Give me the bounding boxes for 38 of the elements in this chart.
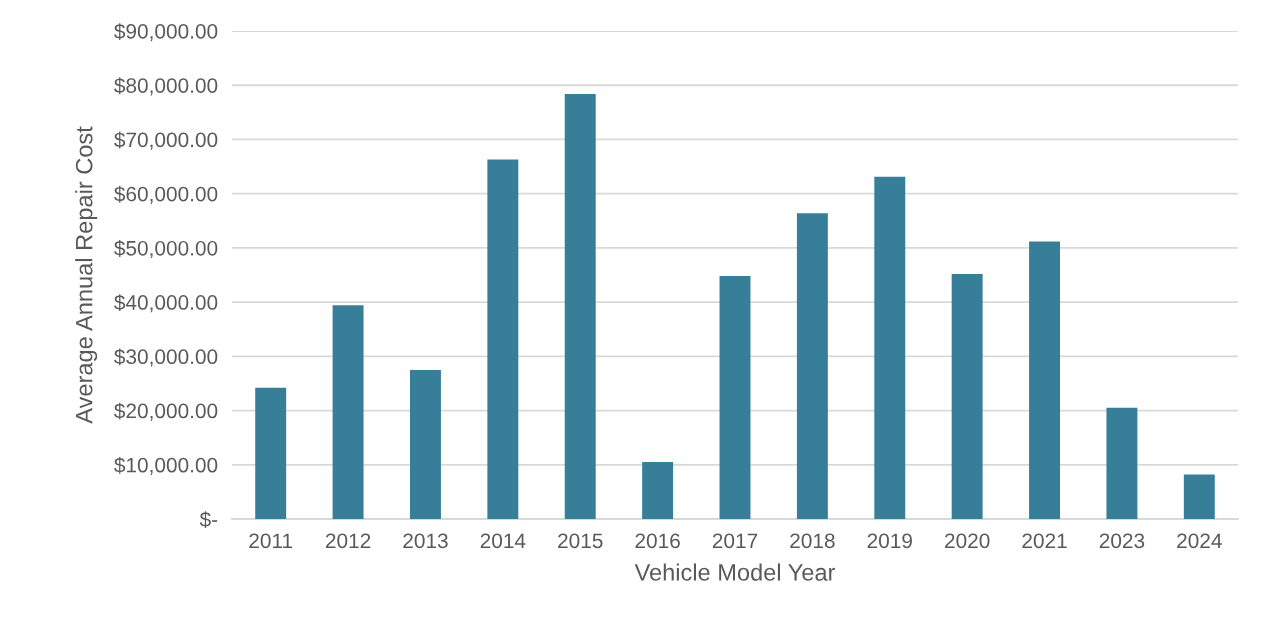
x-tick-label: 2024 [1177, 533, 1222, 549]
x-tick-label: 2016 [635, 533, 680, 549]
y-tick-label: $30,000.00 [114, 348, 218, 367]
x-tick-label: 2023 [1099, 533, 1145, 549]
bar [332, 305, 364, 519]
bar [1029, 241, 1061, 519]
bar [796, 213, 828, 519]
y-tick-label: $60,000.00 [114, 185, 218, 204]
y-tick-label: $70,000.00 [114, 131, 218, 150]
y-tick-label: $80,000.00 [114, 77, 218, 96]
x-tick-label: 2020 [945, 533, 990, 549]
bar [255, 387, 287, 519]
bar [1183, 474, 1215, 519]
y-tick-label: $20,000.00 [114, 402, 218, 421]
x-tick-label: 2012 [325, 533, 371, 549]
bar [719, 276, 751, 519]
x-tick-label: 2014 [480, 533, 526, 549]
bar [409, 369, 441, 519]
bar [642, 462, 674, 519]
x-tick-label: 2015 [558, 533, 603, 549]
x-tick-label: 2018 [790, 533, 835, 549]
y-tick-label: $90,000.00 [114, 23, 218, 42]
bar [874, 176, 906, 519]
x-tick-label: 2017 [712, 533, 758, 549]
bar [1106, 407, 1138, 519]
x-tick-label: 2013 [403, 533, 448, 549]
x-tick-label: 2021 [1022, 533, 1067, 549]
y-tick-label: $10,000.00 [114, 456, 218, 475]
bar [951, 273, 983, 519]
y-tick-label: $50,000.00 [114, 240, 218, 259]
bar [487, 159, 519, 519]
x-tick-label: 2011 [249, 533, 293, 549]
y-tick-label: $- [199, 511, 218, 528]
x-axis-title: Vehicle Model Year [634, 563, 836, 581]
y-tick-label: $40,000.00 [114, 294, 218, 313]
x-tick-label: 2019 [867, 533, 912, 549]
bar [564, 93, 596, 519]
y-axis-title: Average Annual Repair Cost [75, 126, 98, 424]
